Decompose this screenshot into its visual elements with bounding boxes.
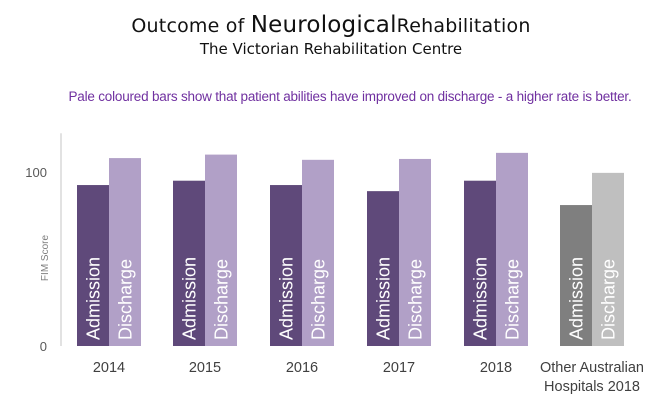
- y-tick-label: 0: [40, 339, 47, 354]
- bar-discharge: [302, 159, 334, 346]
- y-axis-label: FIM Score: [40, 235, 51, 282]
- title-part-3: Rehabilitation: [396, 15, 531, 37]
- title-part-2: Neurological: [250, 12, 397, 38]
- chart-note: Pale coloured bars show that patient abi…: [68, 89, 632, 104]
- bar-label-admission: Admission: [374, 257, 394, 340]
- bar-discharge: [592, 172, 624, 346]
- bar-label-discharge: Discharge: [599, 259, 619, 340]
- x-tick-label: 2016: [286, 360, 318, 376]
- x-tick-label: Hospitals 2018: [544, 379, 640, 395]
- x-tick-label: 2015: [189, 360, 221, 376]
- chart-subtitle: The Victorian Rehabilitation Centre: [199, 40, 463, 58]
- bar-admission: [173, 180, 205, 346]
- bar-label-discharge: Discharge: [116, 259, 136, 340]
- bar-label-discharge: Discharge: [212, 259, 232, 340]
- bar-discharge: [109, 158, 141, 346]
- bar-admission: [367, 191, 399, 346]
- bar-discharge: [205, 154, 237, 346]
- bar-label-discharge: Discharge: [309, 259, 329, 340]
- x-tick-label: 2018: [480, 360, 512, 376]
- bar-discharge: [496, 152, 528, 346]
- bar-admission: [464, 180, 496, 346]
- title-part-1: Outcome of: [131, 15, 245, 37]
- bar-label-admission: Admission: [180, 257, 200, 340]
- chart-title: Outcome of NeurologicalRehabilitation: [0, 12, 662, 38]
- y-tick-label: 100: [25, 165, 47, 180]
- bar-label-discharge: Discharge: [503, 259, 523, 340]
- bar-admission: [270, 185, 302, 346]
- bar-label-admission: Admission: [471, 257, 491, 340]
- bar-discharge: [399, 158, 431, 346]
- x-tick-label: Other Australian: [540, 360, 644, 376]
- bar-label-admission: Admission: [277, 257, 297, 340]
- bar-label-admission: Admission: [84, 257, 104, 340]
- bar-admission: [560, 205, 592, 346]
- bar-label-discharge: Discharge: [406, 259, 426, 340]
- bar-label-admission: Admission: [567, 257, 587, 340]
- x-tick-label: 2017: [383, 360, 415, 376]
- bar-admission: [77, 185, 109, 346]
- x-tick-label: 2014: [93, 360, 125, 376]
